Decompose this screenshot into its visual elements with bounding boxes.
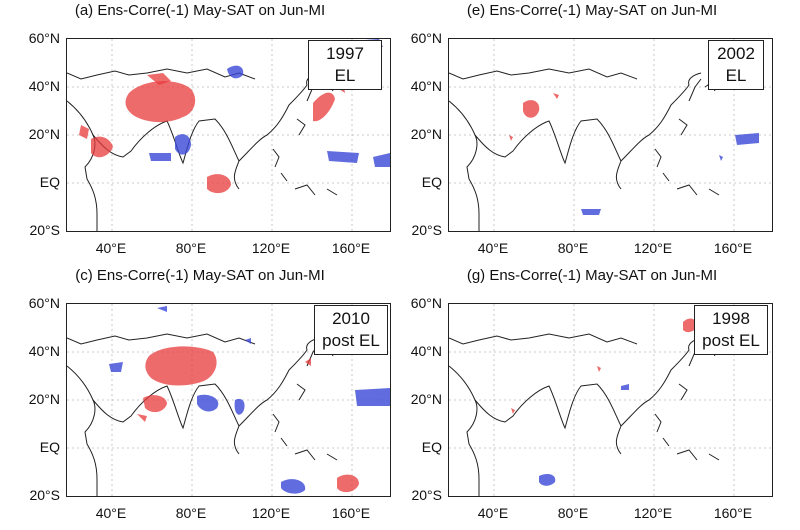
year-box: 1998 post EL <box>694 305 768 355</box>
lat-label: 40°N <box>410 78 442 94</box>
negative-correlation-blobs <box>539 384 629 486</box>
panel-title: (e) Ens-Corre(-1) May-SAT on Jun-MI <box>466 2 718 19</box>
lon-label: 40°E <box>95 505 127 521</box>
panel-c: (c) Ens-Corre(-1) May-SAT on Jun-MI 60°N… <box>0 265 391 525</box>
lon-label: 40°E <box>95 240 127 256</box>
coastline <box>67 333 338 496</box>
negative-correlation-blobs <box>581 133 759 215</box>
lon-label: 160°E <box>331 505 371 521</box>
panel-title: (a) Ens-Corre(-1) May-SAT on Jun-MI <box>74 2 326 19</box>
lat-label: EQ <box>421 439 442 455</box>
negative-correlation-blobs <box>109 306 390 494</box>
lat-label: 40°N <box>28 78 60 94</box>
lat-label: 20°N <box>28 126 60 142</box>
year-label: 2010 <box>332 309 370 328</box>
positive-correlation-blobs <box>509 93 559 141</box>
lat-label: 60°N <box>28 30 60 46</box>
lat-label: 20°S <box>411 222 442 238</box>
lon-label: 160°E <box>713 505 753 521</box>
year-box: 2002 EL <box>708 40 764 90</box>
coastline <box>449 68 720 231</box>
lat-label: EQ <box>39 174 60 190</box>
map-plot <box>449 39 772 231</box>
lat-label: EQ <box>39 439 60 455</box>
lat-label: 40°N <box>28 343 60 359</box>
lat-label: 20°S <box>29 487 60 503</box>
lat-label: 20°N <box>410 126 442 142</box>
panel-title: (c) Ens-Corre(-1) May-SAT on Jun-MI <box>75 267 325 284</box>
phase-label: post EL <box>322 331 380 350</box>
lat-label: 20°S <box>411 487 442 503</box>
lon-label: 40°E <box>477 240 509 256</box>
year-box: 1997 EL <box>308 40 382 90</box>
gridlines <box>449 39 772 231</box>
lat-label: 20°N <box>410 391 442 407</box>
year-label: 2002 <box>717 44 755 63</box>
lat-label: 60°N <box>28 295 60 311</box>
lon-label: 80°E <box>175 505 207 521</box>
panel-g: (g) Ens-Corre(-1) May-SAT on Jun-MI 60°N… <box>392 265 773 525</box>
lon-label: 80°E <box>175 240 207 256</box>
lon-label: 80°E <box>557 505 589 521</box>
lon-label: 120°E <box>633 240 673 256</box>
lat-label: 60°N <box>410 295 442 311</box>
coastline <box>449 333 720 496</box>
year-label: 1998 <box>712 309 750 328</box>
panel-title: (g) Ens-Corre(-1) May-SAT on Jun-MI <box>466 267 718 284</box>
year-label: 1997 <box>326 44 364 63</box>
lat-label: 20°S <box>29 222 60 238</box>
map-plot <box>449 304 772 496</box>
phase-label: post EL <box>702 331 760 350</box>
positive-correlation-blobs <box>137 346 359 493</box>
panel-a: (a) Ens-Corre(-1) May-SAT on Jun-MI 60°N… <box>0 0 391 260</box>
gridlines <box>449 304 772 496</box>
phase-label: EL <box>725 66 747 85</box>
lon-label: 160°E <box>331 240 371 256</box>
panel-e: (e) Ens-Corre(-1) May-SAT on Jun-MI 60°N… <box>392 0 773 260</box>
lon-label: 40°E <box>477 505 509 521</box>
lat-label: EQ <box>421 174 442 190</box>
positive-correlation-blobs <box>79 73 345 194</box>
year-box: 2010 post EL <box>314 305 388 355</box>
lon-label: 120°E <box>251 505 291 521</box>
lat-label: 60°N <box>410 30 442 46</box>
lon-label: 80°E <box>557 240 589 256</box>
phase-label: EL <box>334 66 356 85</box>
positive-correlation-blobs <box>511 318 697 414</box>
lon-label: 120°E <box>251 240 291 256</box>
lon-label: 120°E <box>633 505 673 521</box>
lat-label: 40°N <box>410 343 442 359</box>
lat-label: 20°N <box>28 391 60 407</box>
map-plot <box>67 304 390 496</box>
lon-label: 160°E <box>713 240 753 256</box>
